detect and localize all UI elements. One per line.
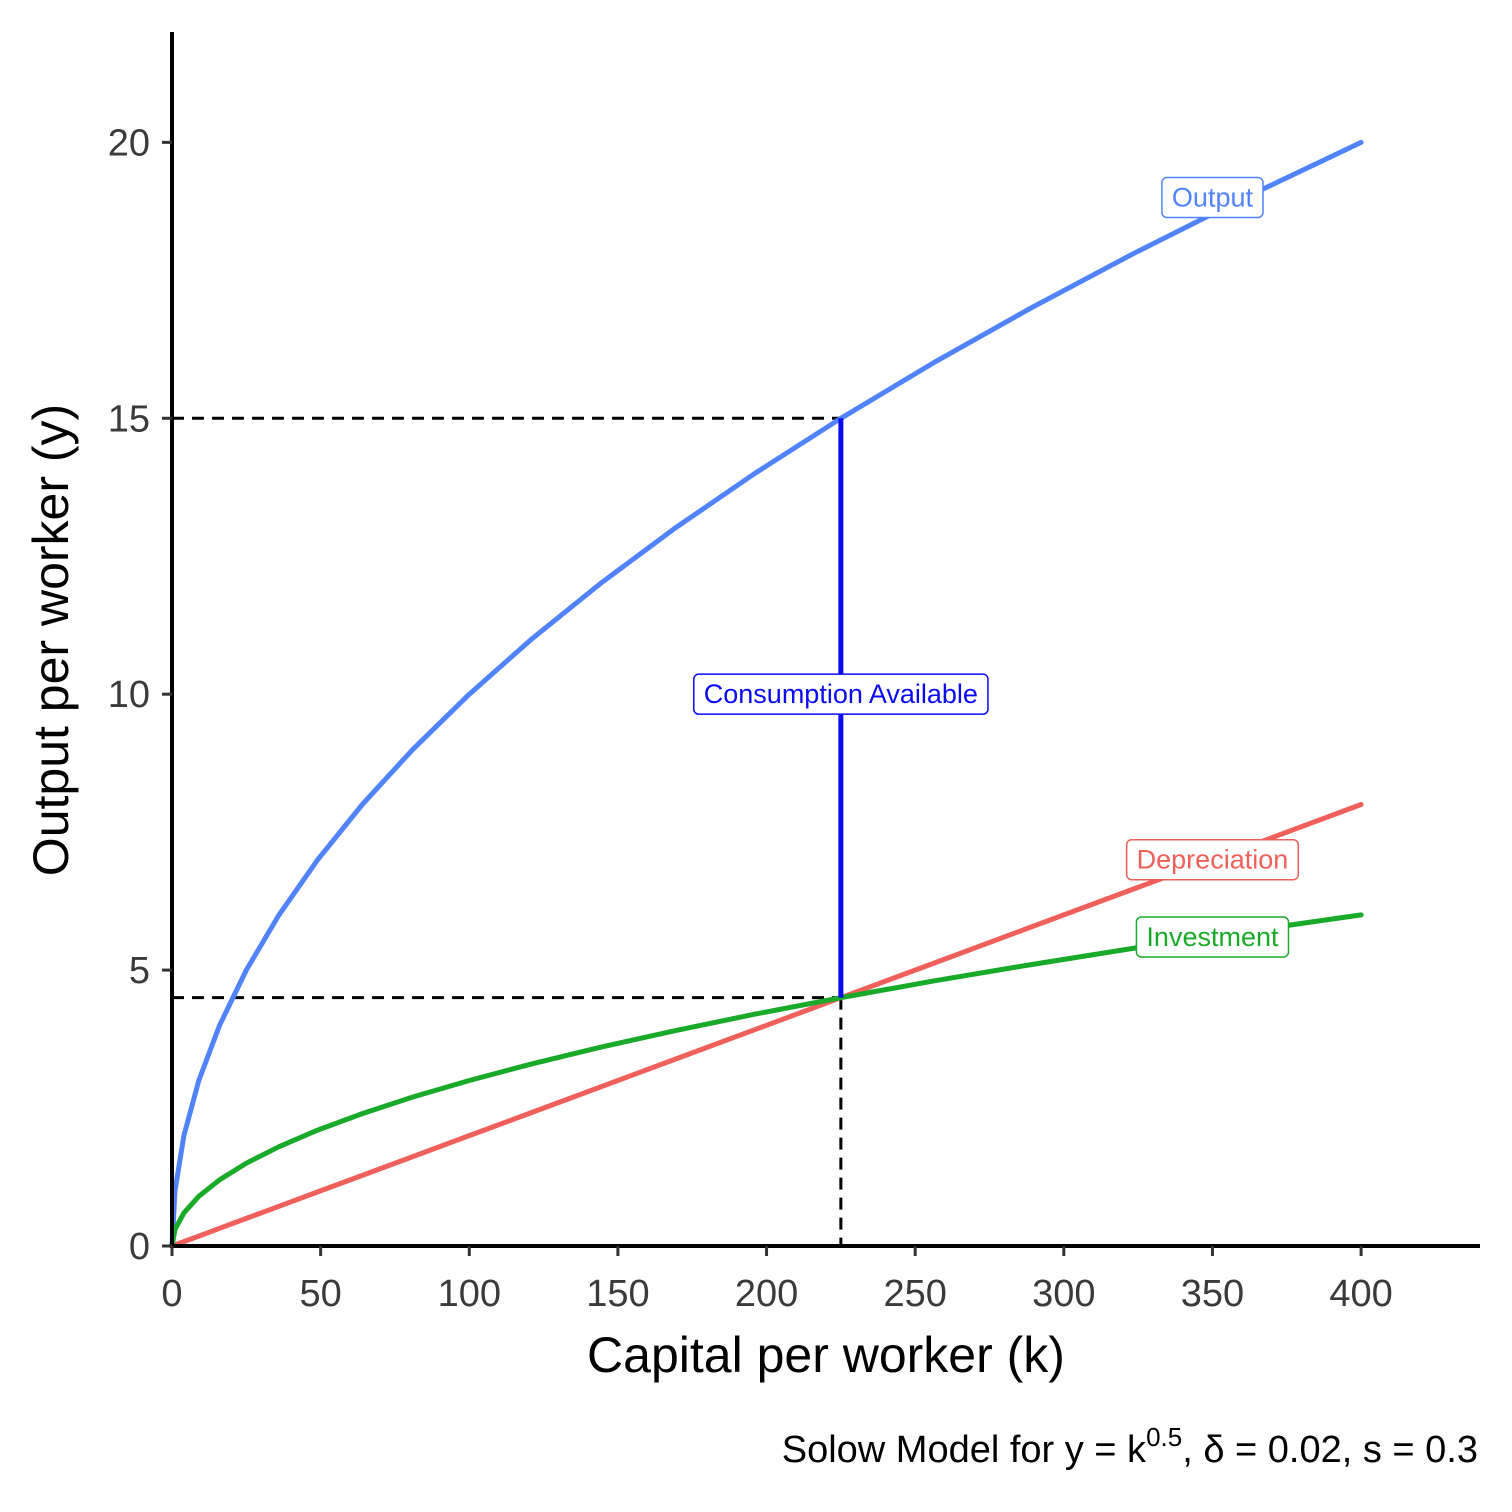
x-axis-title: Capital per worker (k) [587, 1327, 1065, 1383]
x-tick-label: 50 [299, 1273, 341, 1315]
x-tick-label: 100 [438, 1273, 501, 1315]
series-label-investment-text: Investment [1146, 922, 1279, 952]
y-axis-title: Output per worker (y) [23, 404, 79, 876]
series-labels: Output Depreciation Investment Consumption … [693, 176, 1300, 958]
x-tick-label: 400 [1329, 1273, 1392, 1315]
y-tick-label: 10 [108, 674, 150, 716]
series-label-depreciation-box [1125, 838, 1300, 881]
x-tick-label: 150 [586, 1273, 649, 1315]
series-label-depreciation-text: Depreciation [1137, 845, 1289, 875]
series-label-depreciation: Depreciation [1125, 838, 1300, 881]
x-tick-label: 0 [161, 1273, 182, 1315]
x-tick-label: 300 [1032, 1273, 1095, 1315]
x-axis-ticks: 0 50 100 150 200 250 300 350 400 [161, 1246, 1393, 1315]
annotation-consumption-available: Consumption Available [693, 673, 989, 715]
series-label-investment-box [1135, 916, 1290, 958]
y-tick-label: 15 [108, 398, 150, 440]
plot-area: Output Depreciation Investment Consumption … [169, 139, 1364, 1249]
series-line-investment [169, 912, 1364, 1249]
series-label-output-text: Output [1172, 183, 1254, 213]
x-tick-label: 250 [883, 1273, 946, 1315]
caption-suffix: , δ = 0.02, s = 0.3 [1182, 1429, 1478, 1471]
series-lines [169, 139, 1364, 1249]
series-line-output [169, 139, 1364, 1249]
series-label-output-box [1161, 176, 1264, 219]
series-label-investment: Investment [1135, 916, 1290, 958]
x-tick-label: 350 [1181, 1273, 1244, 1315]
series-label-output: Output [1161, 176, 1264, 219]
steady-state-reference-lines [172, 416, 843, 1246]
axes: 0 50 100 150 200 250 300 350 400 0 5 10 15 20 [108, 32, 1480, 1315]
x-tick-label: 200 [735, 1273, 798, 1315]
annotation-consumption-available-text: Consumption Available [704, 679, 978, 709]
y-axis-ticks: 0 5 10 15 20 [108, 122, 172, 1268]
chart-caption: Solow Model for y = k0.5, δ = 0.02, s = … [782, 1422, 1478, 1471]
series-line-depreciation [169, 802, 1364, 1249]
y-tick-label: 20 [108, 122, 150, 164]
annotation-consumption-available-box [693, 673, 989, 715]
y-tick-label: 5 [129, 950, 150, 992]
y-tick-label: 0 [129, 1226, 150, 1268]
caption-exponent: 0.5 [1146, 1422, 1182, 1452]
caption-prefix: Solow Model for y = k [782, 1429, 1147, 1471]
